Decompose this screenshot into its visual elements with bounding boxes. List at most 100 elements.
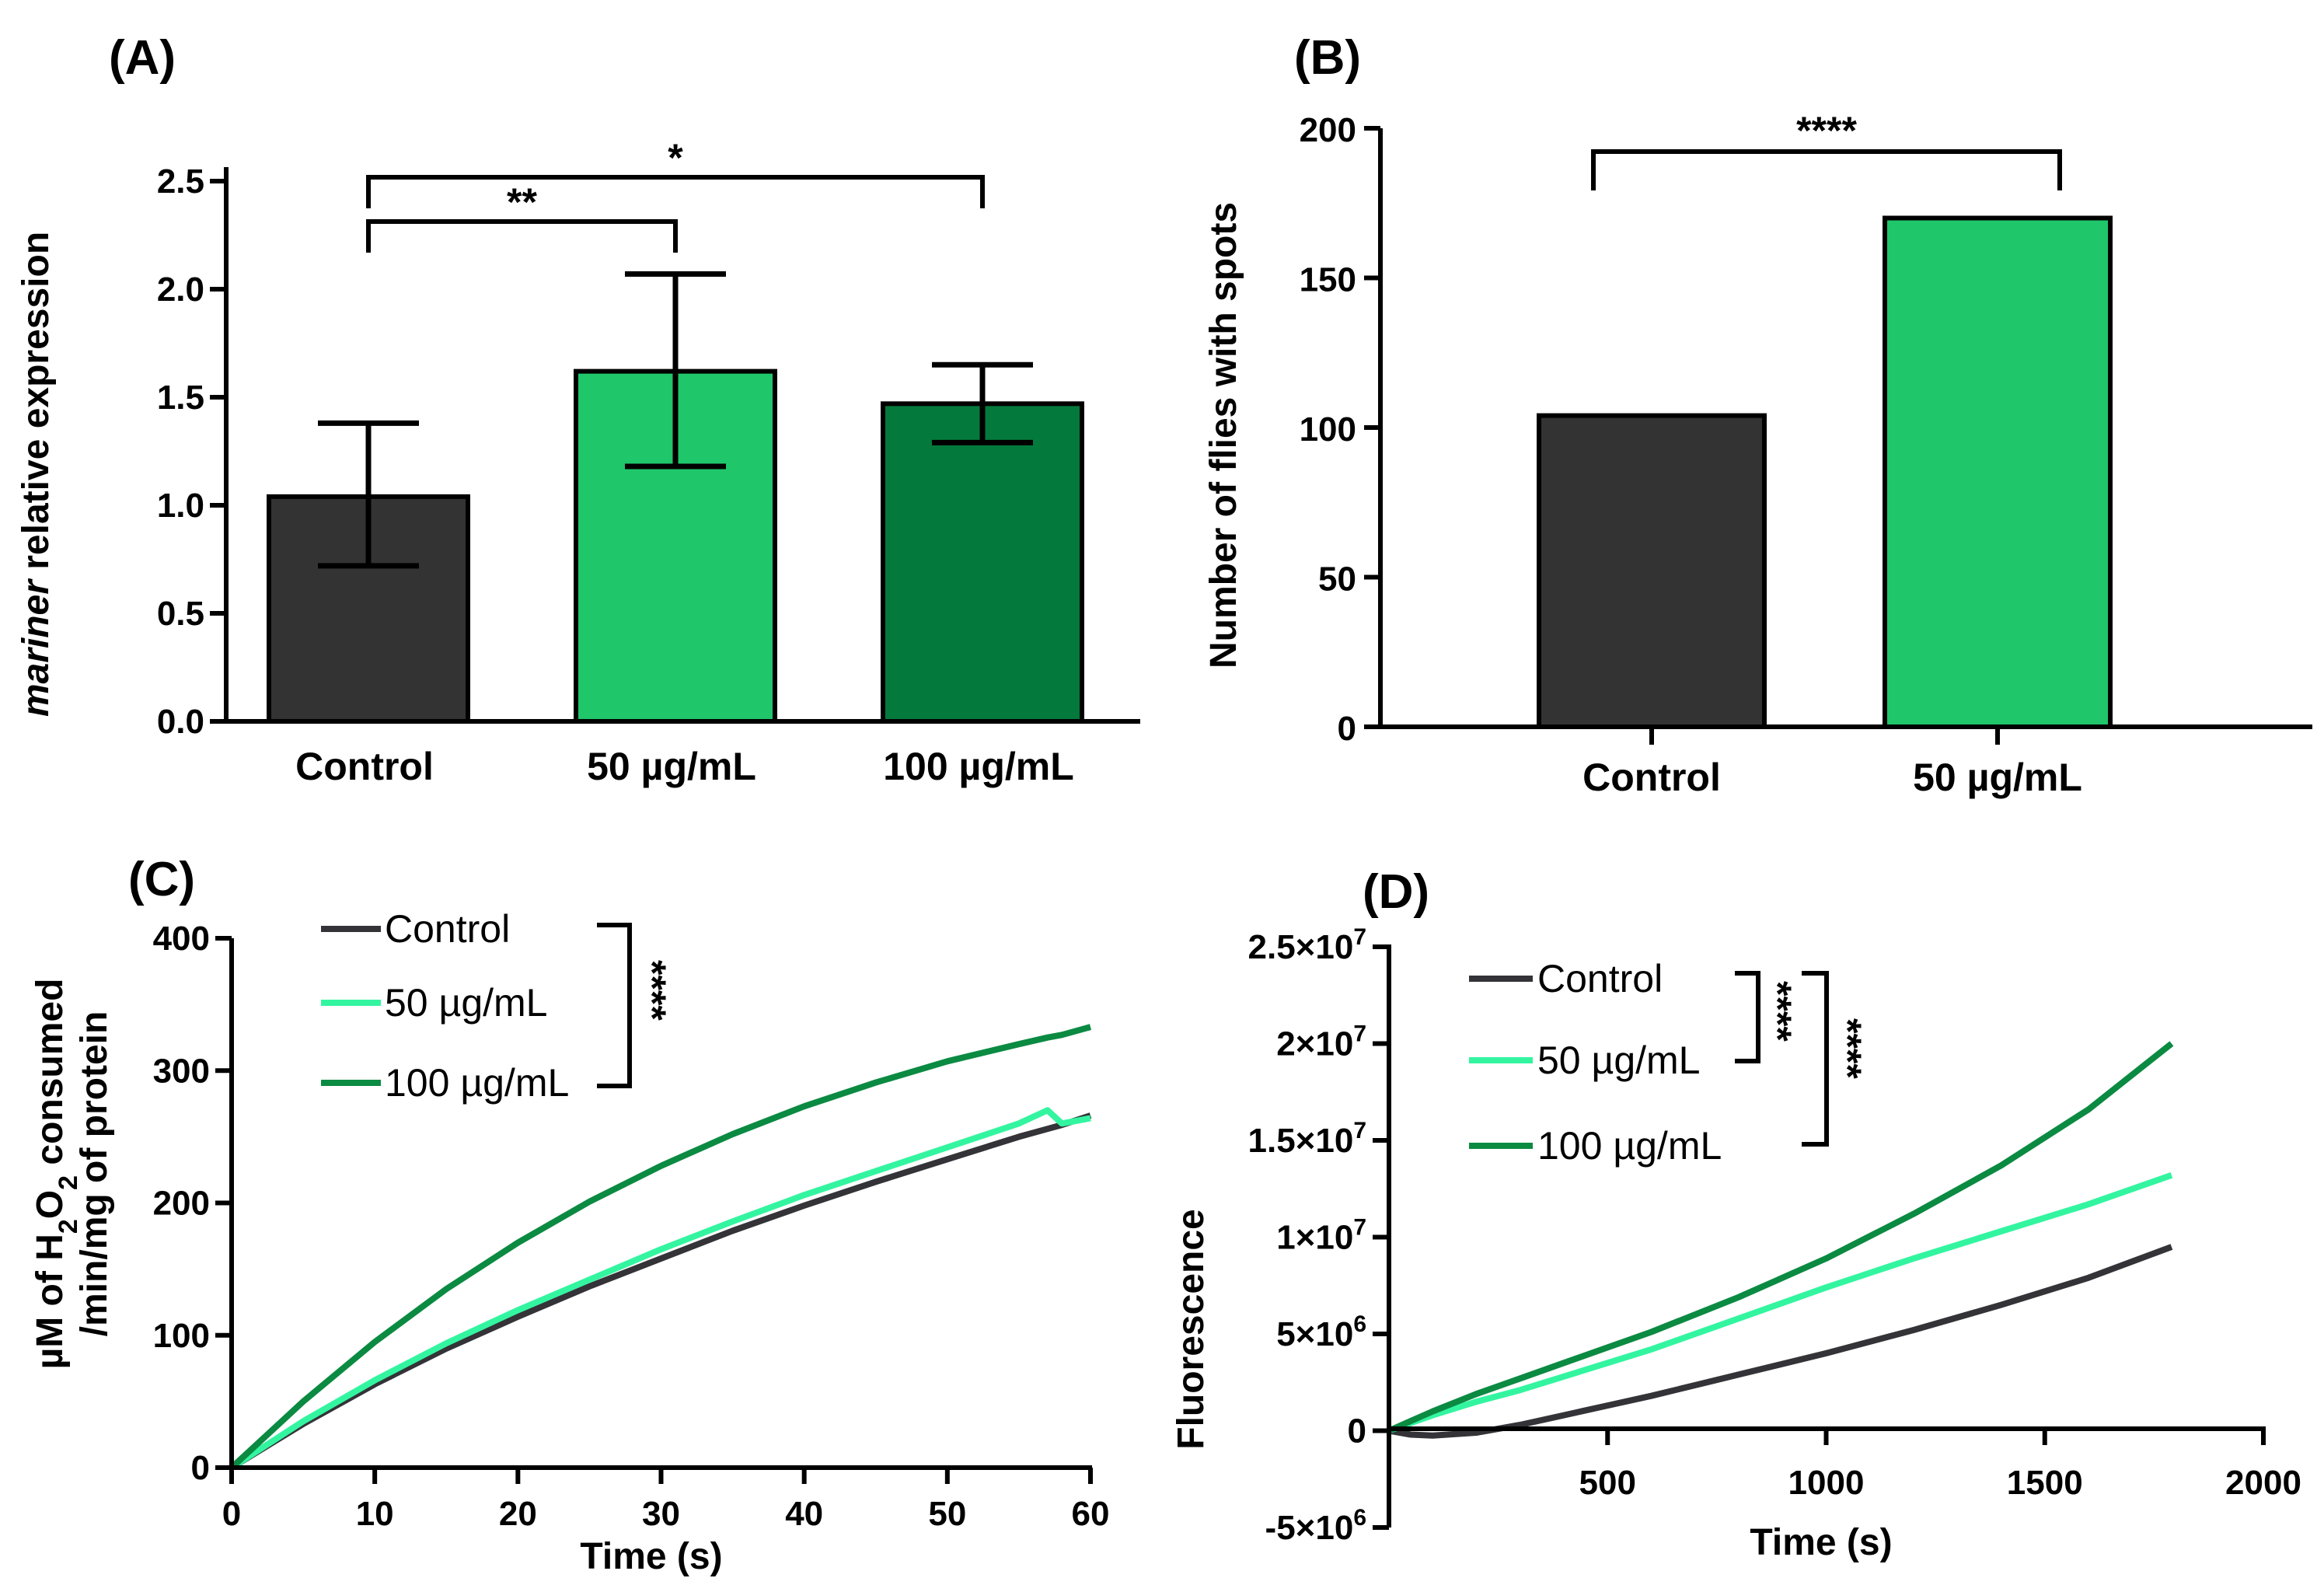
panel-c-xlabel: Time (s) bbox=[580, 1536, 722, 1577]
significance-stars: **** bbox=[1796, 109, 1857, 152]
panel-a: (A) mariner relative expression 0.0 0.5 1.… bbox=[16, 31, 1140, 788]
panel-c-xtick-label: 0 bbox=[222, 1495, 241, 1533]
panel-d: (D) Fluorescence Time (s) -5×10605×1061×… bbox=[1171, 865, 2301, 1563]
panel-c-xtick-label: 50 bbox=[928, 1495, 966, 1533]
panel-d-xtick-label: 500 bbox=[1579, 1464, 1636, 1502]
panel-b-ytick-label: 100 bbox=[1300, 410, 1356, 449]
panel-c-ytick-label: 0 bbox=[191, 1449, 210, 1487]
panel-c-ytick-label: 100 bbox=[153, 1317, 210, 1355]
panel-c-xtick-label: 30 bbox=[642, 1495, 680, 1533]
panel-c-ytick-label: 300 bbox=[153, 1052, 210, 1090]
panel-b-label: (B) bbox=[1294, 31, 1361, 85]
tick-base: 2×10 bbox=[1276, 1025, 1353, 1063]
panel-a-ytick-label: 2.5 bbox=[157, 162, 204, 201]
bar bbox=[1883, 215, 2113, 729]
panel-c: (C) µM of H2O2 consumed /min/mg of prote… bbox=[30, 853, 1109, 1577]
panel-b-ytick-label: 50 bbox=[1318, 560, 1356, 599]
category-label: Control bbox=[1582, 756, 1721, 799]
panel-a-ytick-label: 0.0 bbox=[157, 703, 204, 741]
series-line bbox=[1387, 1172, 2173, 1434]
panel-c-ylabel-line1: µM of H2O2 consumed bbox=[30, 979, 83, 1370]
series-line bbox=[1387, 1041, 2174, 1434]
ylabel-part: consumed bbox=[30, 979, 71, 1175]
tick-exponent: 7 bbox=[1353, 1021, 1366, 1047]
panel-a-ylabel-italic: mariner bbox=[16, 578, 57, 717]
category-label: 50 µg/mL bbox=[587, 745, 756, 788]
panel-d-xlabel: Time (s) bbox=[1750, 1522, 1892, 1563]
series-line bbox=[229, 1024, 1092, 1470]
significance-stars: **** bbox=[1826, 1018, 1869, 1079]
tick-exponent: 6 bbox=[1353, 1505, 1366, 1531]
ylabel-part: O bbox=[30, 1190, 71, 1219]
legend-label: 50 µg/mL bbox=[1537, 1039, 1700, 1082]
tick-exponent: 7 bbox=[1353, 1118, 1366, 1143]
panel-c-ytick-label: 200 bbox=[153, 1185, 210, 1223]
panel-a-ytick-label: 1.5 bbox=[157, 379, 204, 417]
panel-d-ytick-label: -5×106 bbox=[1265, 1505, 1366, 1547]
significance-bracket bbox=[597, 923, 632, 1088]
panel-c-xtick-label: 40 bbox=[785, 1495, 823, 1533]
significance-stars: **** bbox=[630, 960, 674, 1021]
series-line bbox=[229, 1112, 1092, 1471]
panel-a-label: (A) bbox=[109, 31, 176, 85]
tick-exponent: 7 bbox=[1353, 924, 1366, 950]
panel-d-label: (D) bbox=[1363, 865, 1429, 919]
category-label: 50 µg/mL bbox=[1913, 756, 2082, 799]
legend-label: 100 µg/mL bbox=[1537, 1124, 1722, 1168]
legend-label: Control bbox=[1537, 957, 1663, 1000]
tick-base: 1×10 bbox=[1276, 1219, 1353, 1257]
significance-bracket bbox=[366, 175, 985, 208]
panel-d-ytick-label: 0 bbox=[1348, 1412, 1366, 1451]
panel-d-ylabel: Fluorescence bbox=[1171, 1209, 1212, 1449]
tick-base: 1.5×10 bbox=[1248, 1122, 1354, 1160]
panel-d-xtick-label: 1000 bbox=[1788, 1464, 1865, 1502]
legend-label: 50 µg/mL bbox=[385, 981, 547, 1025]
significance-bracket bbox=[1591, 149, 2062, 190]
category-label: 100 µg/mL bbox=[883, 745, 1074, 788]
series-line bbox=[1388, 1244, 2173, 1439]
legend-label: 100 µg/mL bbox=[385, 1061, 569, 1105]
tick-base: -5×10 bbox=[1265, 1509, 1354, 1547]
ylabel-part: 2 bbox=[54, 1175, 83, 1190]
ylabel-part: 2 bbox=[54, 1219, 83, 1234]
panel-d-ytick-label: 1.5×107 bbox=[1248, 1118, 1367, 1160]
panel-d-xtick-label: 1500 bbox=[2007, 1464, 2083, 1502]
tick-base: 5×10 bbox=[1276, 1315, 1353, 1353]
panel-d-xtick-label: 2000 bbox=[2225, 1464, 2301, 1502]
significance-bracket bbox=[1735, 971, 1760, 1063]
significance-bracket bbox=[366, 219, 678, 253]
panel-b-ytick-label: 0 bbox=[1338, 710, 1356, 748]
panel-c-xtick-label: 60 bbox=[1072, 1495, 1110, 1533]
significance-stars: * bbox=[668, 136, 683, 180]
panel-b-ylabel: Number of flies with spots bbox=[1203, 202, 1244, 669]
tick-exponent: 7 bbox=[1353, 1215, 1366, 1241]
panel-a-ylabel: mariner relative expression bbox=[16, 232, 57, 717]
panel-a-ylabel-rest: relative expression bbox=[16, 232, 57, 580]
tick-exponent: 6 bbox=[1353, 1311, 1366, 1337]
bar bbox=[1537, 413, 1767, 729]
significance-stars: ** bbox=[507, 180, 537, 224]
panel-c-ytick-label: 400 bbox=[153, 920, 210, 958]
significance-stars: **** bbox=[1756, 981, 1799, 1042]
tick-base: 2.5×10 bbox=[1248, 928, 1354, 966]
panel-d-ytick-label: 1×107 bbox=[1276, 1215, 1366, 1257]
panel-a-ytick-label: 1.0 bbox=[157, 487, 204, 525]
panel-a-ytick-label: 0.5 bbox=[157, 595, 204, 633]
panel-a-ytick-label: 2.0 bbox=[157, 271, 204, 309]
panel-c-ylabel-line2: /min/mg of protein bbox=[74, 1011, 115, 1337]
panel-c-xtick-label: 20 bbox=[499, 1495, 537, 1533]
panel-b: (B) Number of flies with spots 0 50 100 150… bbox=[1203, 31, 2312, 799]
panel-c-xtick-label: 10 bbox=[356, 1495, 394, 1533]
panel-d-ytick-label: 2×107 bbox=[1276, 1021, 1366, 1063]
panel-b-ytick-label: 200 bbox=[1300, 111, 1356, 149]
panel-b-ytick-label: 150 bbox=[1300, 261, 1356, 299]
legend-label: Control bbox=[385, 907, 510, 951]
panel-c-label: (C) bbox=[128, 853, 195, 906]
series-line bbox=[229, 1107, 1091, 1471]
panel-d-ytick-label: 5×106 bbox=[1276, 1311, 1366, 1353]
significance-bracket bbox=[1802, 971, 1829, 1147]
panel-d-ytick-label: 2.5×107 bbox=[1248, 924, 1367, 966]
ylabel-part: µM of H bbox=[30, 1234, 71, 1369]
category-label: Control bbox=[295, 745, 434, 788]
